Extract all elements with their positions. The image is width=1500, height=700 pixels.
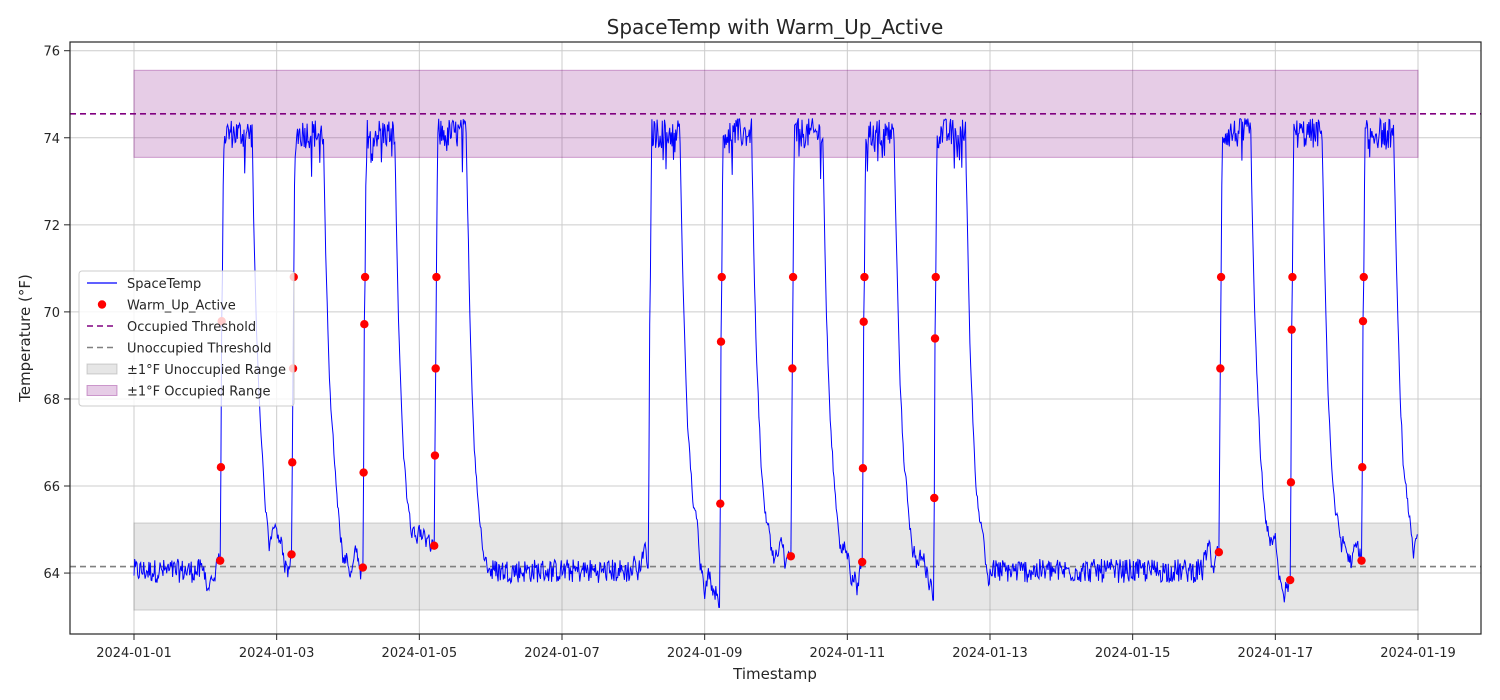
x-tick-label: 2024-01-03 [239,646,315,661]
warm-up-point [788,272,798,282]
warm-up-point [1357,556,1366,565]
warm-up-point [429,541,439,550]
legend-swatch-marker [97,300,107,309]
legend-label: Occupied Threshold [127,320,256,335]
warm-up-point [1286,478,1296,487]
warm-up-point [360,319,369,329]
y-tick-label: 74 [43,132,60,147]
legend-label: ±1°F Occupied Range [127,385,271,400]
plot-area: 2024-01-01 2024-01-03 2024-01-05 2024-01-07… [43,41,1482,661]
warm-up-point [786,552,796,561]
warm-up-point [216,463,226,472]
warm-up-point [1285,575,1295,585]
x-axis-label: Timestamp [732,665,817,683]
y-axis-label: Temperature (°F) [16,274,34,403]
legend-label: ±1°F Unoccupied Range [127,363,286,378]
warm-up-point [930,493,939,503]
warm-up-point [717,272,726,282]
y-tick-label: 66 [43,480,60,495]
warm-up-point [930,334,940,343]
warm-up-point [360,272,370,282]
warm-up-point [1359,272,1368,282]
warm-up-point [1358,462,1367,472]
warm-up-point [358,563,368,572]
x-tick-label: 2024-01-11 [810,646,886,661]
x-tick-label: 2024-01-17 [1238,646,1314,661]
warm-up-point [788,364,797,373]
x-tick-label: 2024-01-15 [1095,646,1171,661]
x-tick-label: 2024-01-13 [952,646,1028,661]
y-tick-label: 70 [43,306,60,321]
warm-up-point [1358,316,1368,326]
warm-up-point [288,458,297,467]
warm-up-point [858,464,868,473]
x-tick-label: 2024-01-19 [1380,646,1456,661]
y-tick-label: 64 [43,567,60,582]
warm-up-point [431,364,440,373]
x-tick-label: 2024-01-01 [96,646,172,661]
legend-label: Warm_Up_Active [127,299,236,314]
warm-up-point [931,272,940,282]
x-tick-label: 2024-01-09 [667,646,743,661]
y-tick-label: 72 [43,219,60,234]
legend-swatch-band [86,363,118,375]
warm-up-point [857,557,867,567]
legend-swatch-band [86,385,118,396]
warm-up-point [716,499,725,508]
warm-up-point [860,272,869,282]
x-tick-label: 2024-01-07 [524,646,600,661]
spacetemp-line [133,117,1418,608]
warm-up-point [1216,272,1226,282]
legend-box [78,270,295,407]
y-tick-label: 68 [43,393,60,408]
warm-up-point [1288,272,1297,282]
y-tick-label: 76 [43,45,60,60]
warm-up-point [1287,325,1296,334]
legend: SpaceTemp Warm_Up_Active Occupied Threshol… [78,270,295,407]
warm-up-point [859,317,868,326]
warm-up-point [1214,548,1224,557]
axes-frame [69,41,1482,635]
x-tick-label: 2024-01-05 [382,646,458,661]
warm-up-point [430,451,440,460]
warm-up-point [1216,364,1225,373]
warm-up-point [432,272,441,282]
warm-up-point [215,556,225,565]
warm-up-point [359,468,368,477]
legend-label: SpaceTemp [127,277,201,292]
warm-up-point [716,337,726,346]
chart-title: SpaceTemp with Warm_Up_Active [607,15,944,39]
legend-label: Unoccupied Threshold [127,342,272,357]
warm-up-point [287,550,296,559]
